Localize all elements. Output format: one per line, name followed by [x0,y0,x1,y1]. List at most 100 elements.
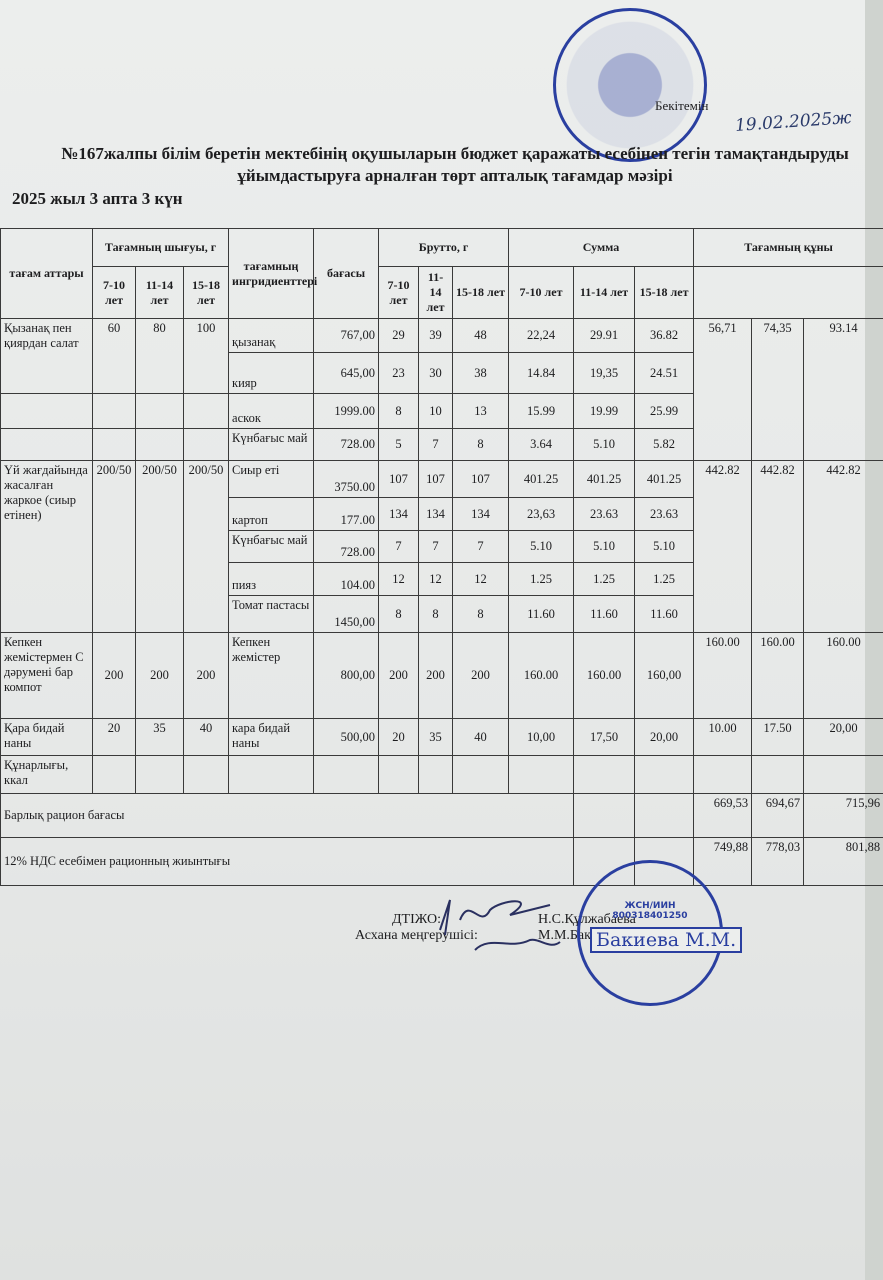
signature-role-2: Асхана меңгерушісі: [355,928,478,943]
sum-value: 24.51 [634,352,695,394]
header-ingredients: тағамның ингридиенттері [228,228,317,319]
total-value: 801,88 [803,837,883,886]
brutto-value: 7 [418,530,454,563]
sum-value: 23.63 [634,497,695,531]
dish-output: 200 [182,632,230,719]
sum-value: 14.84 [508,352,575,394]
ingredient-name: кара бидай наны [228,718,315,756]
sum-value: 11.60 [573,595,636,633]
header-age: 11-14 лет [418,266,454,319]
table-row: пияз 104.00 12 12 12 1.25 1.25 1.25 [1,562,883,596]
cost-value: 442.82 [751,460,805,633]
table-row: кияр 645,00 23 30 38 14.84 19,35 24.51 [1,352,883,394]
entrepreneur-stamp: Бакиева М.М. ЖСН/ИИН 800318401250 [577,860,743,1006]
dish-output [92,393,136,429]
dish-output [182,755,230,794]
ingredient-price: 1450,00 [313,595,380,633]
totals-row: 12% НДС есебімен рационның жиынтығы 749,8… [0,837,883,886]
dish-output: 80 [135,318,184,394]
brutto-value: 40 [452,718,510,756]
table-row: аскок 1999.00 8 10 13 15.99 19.99 25.99 [0,393,883,429]
header-age: 15-18 лет [182,266,230,319]
dish-output [92,428,136,461]
sum-value: 36.82 [634,318,695,353]
brutto-value: 7 [452,530,510,563]
dish-output [135,755,184,794]
brutto-value: 200 [378,632,420,719]
ingredient-price: 104.00 [313,562,380,596]
brutto-value: 12 [378,562,420,596]
sum-value: 401.25 [573,460,636,498]
brutto-value: 134 [378,497,420,531]
sum-value: 11.60 [508,595,575,633]
brutto-value: 20 [378,718,420,756]
dish-name [0,428,93,461]
brutto-value: 29 [378,318,420,353]
dish-output: 20 [92,718,136,756]
cost-value: 56,71 [693,318,753,461]
brutto-value: 8 [452,428,510,461]
header-brutto: Брутто, г [378,228,510,267]
header-age: 7-10 лет [508,266,575,319]
sum-value: 29.91 [573,318,636,353]
table-row: Үй жағдайында жасалған жаркое (сиыр етін… [0,460,883,633]
menu-table: тағам аттары Тағамның шығуы, г тағамның … [0,228,883,886]
header-output: Тағамның шығуы, г [91,228,230,267]
brutto-value: 5 [378,428,420,461]
cost-value: 160.00 [803,632,883,719]
header-sum: Сумма [508,228,695,267]
cost-value [693,755,753,794]
brutto-value: 7 [418,428,454,461]
sum-value: 1.25 [634,562,695,596]
header-price: бағасы [313,228,380,319]
sum-value: 17,50 [573,718,636,756]
brutto-value: 10 [418,393,454,429]
table-row: Қара бидай наны 20 35 40 кара бидай наны 500,… [0,718,883,756]
dish-name: Кепкен жемістермен С дәрумені бар компот [0,632,93,719]
sum-value: 5.10 [573,428,636,461]
brutto-value: 134 [452,497,510,531]
brutto-value: 30 [418,352,454,394]
ingredient-price: 800,00 [313,632,380,719]
sum-value: 19.99 [573,393,636,429]
brutto-value: 39 [418,318,454,353]
brutto-value: 13 [452,393,510,429]
ingredient-price: 728.00 [313,428,380,461]
total-value: 669,53 [693,793,753,838]
sum-value: 23.63 [573,497,636,531]
header-age: 7-10 лет [378,266,420,319]
ingredient-price: 767,00 [313,318,380,353]
brutto-value: 12 [452,562,510,596]
sum-value: 10,00 [508,718,575,756]
total-value: 778,03 [751,837,805,886]
ingredient-price: 645,00 [313,352,380,394]
ingredient-name: кияр [228,352,315,394]
stamp-id: ЖСН/ИИН 800318401250 [612,901,688,921]
ingredient-name: Томат пастасы [228,595,315,633]
school-seal [553,8,707,162]
cost-value [803,755,883,794]
approval-label: Бекітемін [655,98,709,113]
ingredient-name: Кепкен жемістер [228,632,315,719]
cost-value: 20,00 [803,718,883,756]
signature-role-1: ДТІЖО: [392,912,441,927]
sum-value: 3.64 [508,428,575,461]
stamp-name: Бакиева М.М. [590,927,743,953]
sum-value: 11.60 [634,595,695,633]
brutto-value: 107 [378,460,420,498]
cost-value: 160.00 [693,632,753,719]
ingredient-name: Сиыр еті [228,460,315,498]
sum-value [573,755,636,794]
sum-value: 25.99 [634,393,695,429]
dish-name: Үй жағдайында жасалған жаркое (сиыр етін… [0,460,93,633]
sum-value: 5.10 [634,530,695,563]
header-age: 11-14 лет [573,266,636,319]
total-value: 715,96 [803,793,883,838]
dish-output [135,393,184,429]
ingredient-price: 500,00 [313,718,380,756]
dish-output: 40 [182,718,230,756]
sum-value: 1.25 [508,562,575,596]
cost-value: 74,35 [751,318,805,461]
ingredient-price: 1999.00 [313,393,380,429]
cost-value: 442.82 [693,460,753,633]
